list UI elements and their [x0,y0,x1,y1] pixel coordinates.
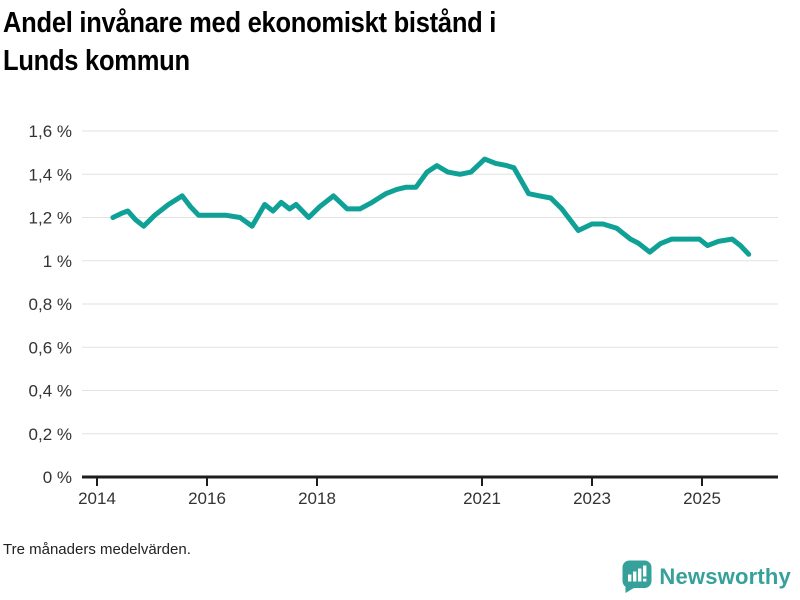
x-tick-label: 2014 [78,489,116,508]
bar-chart-speech-bubble-icon [622,560,652,593]
data-line [110,156,752,257]
y-tick-label: 0 % [43,468,72,487]
y-tick-label: 1 % [43,252,72,271]
y-tick-label: 1,6 % [29,122,72,141]
x-tick-label: 2021 [463,489,501,508]
x-tick-label: 2023 [573,489,611,508]
x-tick-label: 2025 [683,489,721,508]
y-tick-label: 0,8 % [29,295,72,314]
x-tick-label: 2016 [188,489,226,508]
y-tick-label: 1,4 % [29,165,72,184]
y-tick-label: 0,4 % [29,382,72,401]
page-title: Andel invånare med ekonomiskt bistånd i … [3,4,672,80]
y-tick-label: 0,2 % [29,425,72,444]
line-chart: 0 % 0,2 % 0,4 % 0,6 % 0,8 % 1 % 1,2 % 1,4 % 1,6 … [29,122,778,508]
chart-footnote: Tre månaders medelvärden. [3,541,191,558]
page-title-line-2: Lunds kommun [3,45,190,77]
y-tick-label: 0,6 % [29,338,72,357]
page-title-line-1: Andel invånare med ekonomiskt bistånd i [3,7,497,39]
x-tick-label: 2018 [298,489,336,508]
y-tick-label: 1,2 % [29,209,72,228]
newsworthy-wordmark: Newsworthy [659,564,791,589]
newsworthy-logo: Newsworthy [622,560,791,594]
